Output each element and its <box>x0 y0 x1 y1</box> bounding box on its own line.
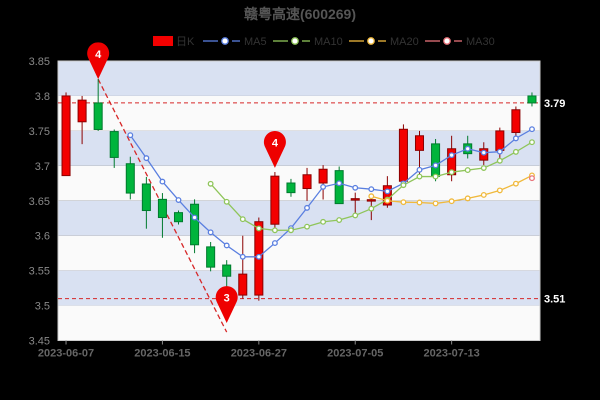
svg-text:3.8: 3.8 <box>35 91 50 103</box>
svg-text:3.55: 3.55 <box>29 266 50 278</box>
svg-text:MA30: MA30 <box>466 36 495 48</box>
svg-text:3.5: 3.5 <box>35 301 50 313</box>
svg-text:3.45: 3.45 <box>29 336 50 348</box>
svg-text:3.7: 3.7 <box>35 161 50 173</box>
svg-text:MA20: MA20 <box>390 36 419 48</box>
svg-text:3.65: 3.65 <box>29 196 50 208</box>
svg-text:3.85: 3.85 <box>29 56 50 68</box>
svg-text:3: 3 <box>224 293 230 305</box>
svg-text:2023-06-27: 2023-06-27 <box>231 348 287 360</box>
svg-text:日K: 日K <box>176 36 195 48</box>
svg-text:MA10: MA10 <box>314 36 343 48</box>
svg-text:2023-07-05: 2023-07-05 <box>327 348 383 360</box>
svg-text:2023-06-15: 2023-06-15 <box>134 348 190 360</box>
svg-text:4: 4 <box>95 49 102 61</box>
svg-text:赣粤高速(600269): 赣粤高速(600269) <box>244 6 356 22</box>
svg-text:4: 4 <box>272 138 279 150</box>
svg-text:3.79: 3.79 <box>544 98 565 110</box>
svg-text:2023-06-07: 2023-06-07 <box>38 348 94 360</box>
svg-text:3.6: 3.6 <box>35 231 50 243</box>
svg-text:MA5: MA5 <box>244 36 267 48</box>
svg-text:2023-07-13: 2023-07-13 <box>423 348 479 360</box>
svg-text:3.51: 3.51 <box>544 294 565 306</box>
svg-text:3.75: 3.75 <box>29 126 50 138</box>
